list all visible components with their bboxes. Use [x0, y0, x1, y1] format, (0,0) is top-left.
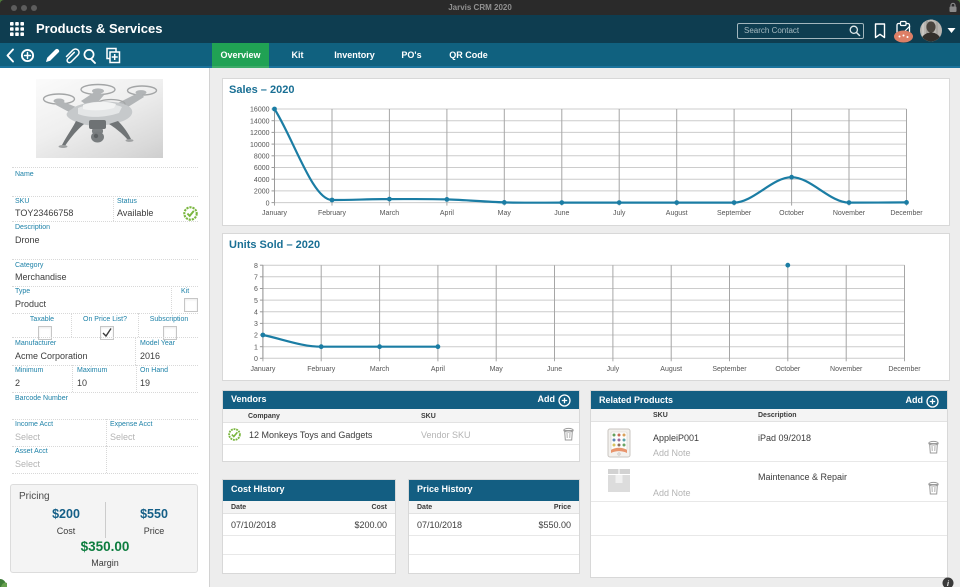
svg-text:April: April [440, 210, 454, 217]
svg-text:February: February [318, 210, 347, 217]
svg-text:7: 7 [254, 275, 258, 282]
svg-text:October: October [779, 210, 805, 217]
svg-text:2000: 2000 [254, 189, 270, 196]
svg-text:6: 6 [254, 286, 258, 293]
svg-text:March: March [370, 366, 390, 373]
svg-text:2: 2 [254, 333, 258, 340]
svg-text:June: June [554, 210, 569, 217]
svg-text:December: December [888, 366, 921, 373]
svg-text:May: May [490, 366, 504, 373]
svg-text:8: 8 [254, 263, 258, 270]
svg-text:September: September [712, 366, 747, 373]
svg-text:January: January [250, 366, 275, 373]
svg-text:12000: 12000 [250, 130, 270, 137]
svg-text:March: March [380, 210, 400, 217]
svg-text:December: December [890, 210, 923, 217]
svg-text:16000: 16000 [250, 107, 270, 114]
svg-text:10000: 10000 [250, 142, 270, 149]
svg-text:1: 1 [254, 344, 258, 351]
svg-text:September: September [717, 210, 752, 217]
svg-text:8000: 8000 [254, 154, 270, 161]
svg-text:August: August [660, 366, 682, 373]
svg-text:0: 0 [254, 356, 258, 363]
svg-text:0: 0 [266, 200, 270, 207]
svg-text:July: July [607, 366, 620, 373]
svg-text:i: i [947, 581, 950, 587]
svg-text:November: November [833, 210, 866, 217]
svg-text:January: January [262, 210, 287, 217]
svg-text:4: 4 [254, 310, 258, 317]
svg-text:July: July [613, 210, 626, 217]
svg-text:April: April [431, 366, 445, 373]
svg-text:3: 3 [254, 321, 258, 328]
svg-text:6000: 6000 [254, 165, 270, 172]
svg-text:May: May [498, 210, 512, 217]
svg-text:4000: 4000 [254, 177, 270, 184]
svg-text:5: 5 [254, 298, 258, 305]
svg-text:14000: 14000 [250, 118, 270, 125]
svg-text:October: October [775, 366, 801, 373]
svg-text:June: June [547, 366, 562, 373]
svg-text:August: August [666, 210, 688, 217]
svg-text:November: November [830, 366, 863, 373]
svg-text:February: February [307, 366, 336, 373]
